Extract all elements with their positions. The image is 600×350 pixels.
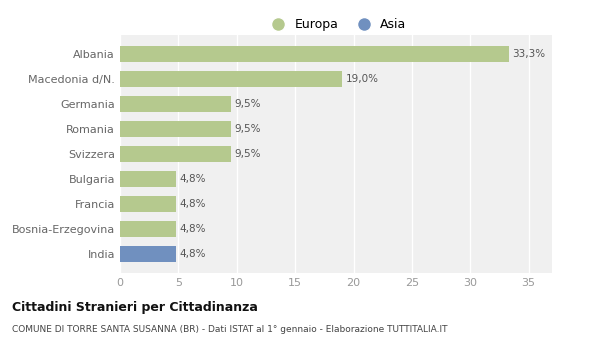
Text: 4,8%: 4,8% (179, 249, 206, 259)
Bar (120, 221, 176, 237)
Bar (120, 96, 231, 112)
Text: 9,5%: 9,5% (235, 124, 261, 134)
Text: Cittadini Stranieri per Cittadinanza: Cittadini Stranieri per Cittadinanza (12, 301, 258, 314)
Text: 9,5%: 9,5% (235, 99, 261, 109)
Legend: Europa, Asia: Europa, Asia (261, 13, 411, 36)
Bar (120, 46, 509, 62)
Bar (120, 146, 231, 162)
Bar (120, 196, 176, 212)
Text: 19,0%: 19,0% (346, 74, 379, 84)
Bar (120, 171, 176, 187)
Text: 4,8%: 4,8% (179, 174, 206, 184)
Text: 33,3%: 33,3% (512, 49, 545, 59)
Text: COMUNE DI TORRE SANTA SUSANNA (BR) - Dati ISTAT al 1° gennaio - Elaborazione TUT: COMUNE DI TORRE SANTA SUSANNA (BR) - Dat… (12, 326, 448, 335)
Bar (120, 71, 342, 87)
Text: 4,8%: 4,8% (179, 199, 206, 209)
Bar (120, 246, 176, 262)
Bar (120, 121, 231, 137)
Text: 9,5%: 9,5% (235, 149, 261, 159)
Text: 4,8%: 4,8% (179, 224, 206, 234)
